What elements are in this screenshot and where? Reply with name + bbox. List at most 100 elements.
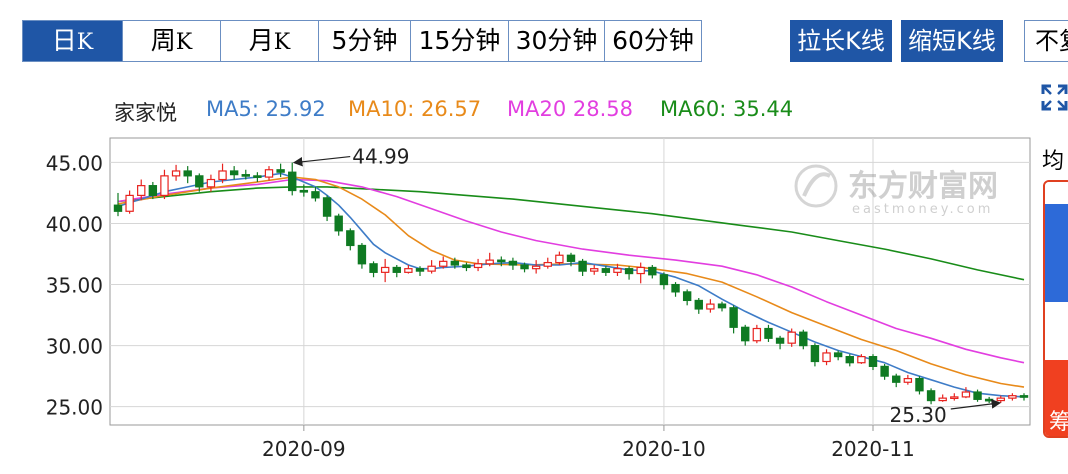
tab-suffix: K bbox=[76, 30, 94, 55]
low-arrow bbox=[950, 399, 1002, 410]
candle-body bbox=[648, 266, 657, 276]
candle-body bbox=[857, 356, 866, 364]
candle-body bbox=[334, 215, 343, 232]
candle bbox=[299, 184, 309, 197]
candle-body bbox=[404, 268, 413, 273]
candle bbox=[288, 162, 297, 196]
candle bbox=[938, 394, 947, 402]
watermark-sub: eastmoney.com bbox=[852, 202, 993, 217]
tab-5[interactable]: 30分钟 bbox=[509, 21, 605, 61]
candle bbox=[555, 251, 564, 266]
candle bbox=[322, 195, 332, 222]
candle-body bbox=[729, 307, 738, 328]
candle-body bbox=[311, 191, 320, 199]
expand-icon[interactable] bbox=[1041, 84, 1068, 111]
candle bbox=[334, 213, 343, 236]
candle bbox=[868, 354, 878, 371]
candle bbox=[380, 258, 390, 283]
candle bbox=[508, 257, 518, 270]
tab-2[interactable]: 月K bbox=[221, 21, 319, 61]
candle-body bbox=[555, 254, 564, 264]
candle bbox=[462, 262, 471, 272]
candle-body bbox=[450, 260, 460, 266]
candle bbox=[903, 374, 913, 385]
candle bbox=[729, 305, 738, 334]
candle bbox=[613, 263, 622, 277]
tab-6[interactable]: 60分钟 bbox=[605, 21, 701, 61]
candle bbox=[392, 265, 401, 278]
candle-body bbox=[195, 175, 204, 188]
candle bbox=[113, 192, 123, 217]
candle-body bbox=[276, 169, 285, 173]
candle bbox=[311, 186, 320, 202]
tab-4[interactable]: 15分钟 bbox=[411, 21, 509, 61]
ma10-legend: MA10: 26.57 bbox=[348, 97, 481, 121]
candle-body bbox=[1008, 395, 1017, 399]
ma20-value: 28.58 bbox=[572, 97, 634, 121]
candle-body bbox=[892, 375, 901, 383]
candle bbox=[659, 272, 669, 290]
adjust-select[interactable]: 不复 bbox=[1024, 20, 1068, 62]
candle-body bbox=[775, 337, 785, 344]
candle bbox=[833, 350, 843, 361]
y-tick-label: 45.00 bbox=[46, 151, 103, 175]
plot-area bbox=[109, 137, 1031, 426]
chip-distribution-panel[interactable]: 筹 bbox=[1043, 180, 1068, 438]
candle bbox=[787, 328, 796, 347]
candle bbox=[218, 163, 227, 184]
y-tick-label: 40.00 bbox=[46, 212, 103, 236]
candle bbox=[497, 256, 506, 267]
candle bbox=[346, 228, 355, 251]
candle bbox=[636, 262, 645, 284]
shorten-kline-button[interactable]: 缩短K线 bbox=[901, 20, 1003, 62]
tab-1[interactable]: 周K bbox=[123, 21, 221, 61]
ma5-legend: MA5: 25.92 bbox=[206, 97, 326, 121]
candle-body bbox=[601, 268, 611, 273]
candle-body bbox=[636, 266, 645, 275]
candle bbox=[845, 354, 854, 367]
kline-chart[interactable]: 东方财富网 eastmoney.com 45.00 40.00 35.00 30.00… bbox=[0, 0, 1040, 474]
candle-body bbox=[671, 283, 680, 293]
lengthen-kline-button[interactable]: 拉长K线 bbox=[790, 20, 892, 62]
candle bbox=[148, 181, 158, 200]
ma20-label: MA20 bbox=[507, 97, 567, 121]
candle bbox=[880, 363, 889, 380]
candle-body bbox=[624, 268, 634, 275]
candle bbox=[950, 393, 959, 401]
candle-body bbox=[590, 268, 599, 272]
candle bbox=[810, 343, 820, 367]
candle bbox=[160, 169, 169, 200]
candle-body bbox=[415, 268, 425, 272]
candle-body bbox=[996, 397, 1005, 402]
candle bbox=[973, 389, 982, 402]
high-arrow bbox=[292, 155, 351, 167]
candle bbox=[206, 174, 216, 192]
candle-body bbox=[810, 345, 820, 363]
candle bbox=[531, 260, 541, 274]
candle-body bbox=[171, 170, 181, 177]
candle-body bbox=[613, 268, 622, 273]
candle bbox=[229, 166, 239, 180]
candle-body bbox=[357, 244, 367, 265]
tab-0[interactable]: 日K bbox=[23, 21, 123, 61]
candle bbox=[543, 257, 552, 269]
y-tick-label: 35.00 bbox=[46, 274, 103, 298]
candle bbox=[822, 349, 831, 366]
ma5-value: 25.92 bbox=[265, 97, 326, 121]
candle bbox=[892, 373, 901, 388]
x-tick-label: 2020-09 bbox=[262, 437, 346, 461]
x-axis: 2020-09 2020-10 2020-11 bbox=[262, 425, 915, 461]
candle-body bbox=[439, 260, 448, 267]
candle bbox=[171, 164, 181, 181]
low-label: 25.30 bbox=[890, 403, 947, 427]
candle bbox=[961, 387, 971, 399]
candle-body bbox=[148, 185, 158, 197]
candle bbox=[752, 324, 762, 344]
candle-body bbox=[578, 260, 587, 272]
candle bbox=[1019, 393, 1029, 401]
candle bbox=[764, 324, 773, 342]
candle-body bbox=[241, 174, 250, 177]
grid-lines bbox=[110, 138, 1030, 425]
watermark: 东方财富网 eastmoney.com bbox=[794, 164, 998, 217]
tab-3[interactable]: 5分钟 bbox=[319, 21, 411, 61]
